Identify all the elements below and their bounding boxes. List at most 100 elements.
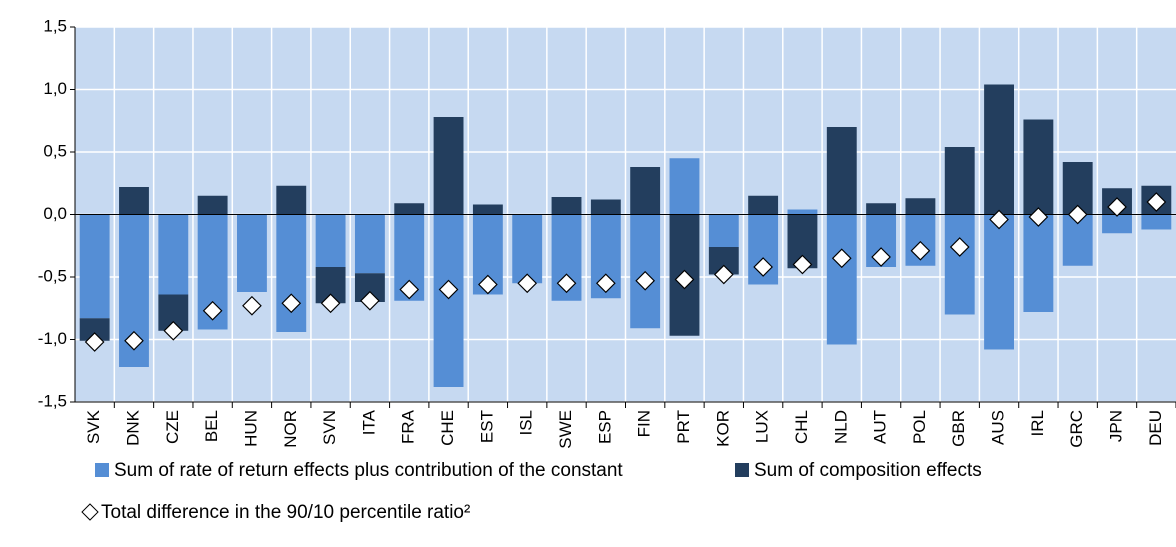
bar: [1102, 214, 1132, 234]
x-tick-label: EST: [477, 410, 496, 443]
bar: [905, 198, 936, 215]
x-tick-label: CHE: [438, 410, 457, 446]
diamond-marker: [792, 254, 813, 275]
bar: [1141, 214, 1172, 230]
bar: [472, 204, 503, 215]
diamond-marker: [1107, 197, 1127, 217]
x-tick-label: SVK: [84, 409, 103, 444]
bar: [119, 187, 149, 215]
diamond-marker: [556, 273, 577, 294]
x-tick-label: AUS: [989, 410, 1008, 445]
legend-swatch: [735, 463, 749, 477]
bar: [433, 117, 464, 215]
bar: [944, 214, 975, 315]
x-tick-label: ISL: [517, 410, 536, 436]
x-tick-label: FIN: [635, 410, 654, 437]
bar: [1023, 119, 1054, 215]
diamond-marker: [1146, 192, 1167, 212]
bar: [748, 195, 779, 215]
x-tick-label: GBR: [949, 410, 968, 447]
y-tick-label: 1,0: [43, 79, 67, 98]
bar: [276, 214, 307, 332]
bar: [512, 214, 543, 284]
legend-label: Total difference in the 90/10 percentile…: [101, 502, 470, 523]
bar: [433, 214, 464, 387]
legend-label: Sum of composition effects: [754, 460, 982, 481]
diamond-marker: [360, 290, 380, 311]
diamond-marker: [595, 273, 616, 294]
diamond-marker: [910, 240, 931, 261]
diamond-marker: [1067, 204, 1088, 225]
y-tick-label: -1,0: [38, 329, 67, 348]
diamond-marker: [399, 279, 420, 300]
diamond-marker: [674, 269, 695, 290]
diamond-marker: [517, 273, 538, 294]
x-tick-label: AUT: [871, 410, 890, 444]
y-tick-label: -1,5: [38, 391, 67, 410]
bar: [197, 195, 228, 215]
x-tick-label: JPN: [1107, 410, 1126, 442]
x-tick-label: CZE: [163, 410, 182, 444]
bar: [1023, 214, 1054, 312]
bar: [79, 318, 110, 341]
x-tick-label: CHL: [792, 410, 811, 444]
bar: [354, 214, 385, 274]
y-tick-label: 0,0: [43, 204, 67, 223]
bar: [826, 214, 857, 345]
legend-label: Sum of rate of return effects plus contr…: [114, 460, 623, 481]
bar: [944, 147, 975, 215]
x-tick-label: KOR: [713, 410, 732, 447]
bar: [787, 209, 818, 215]
bar: [984, 214, 1014, 350]
y-tick-label: 1,5: [43, 16, 67, 35]
y-tick-label: 0,5: [43, 141, 67, 160]
diamond-marker: [281, 293, 302, 314]
x-tick-label: ESP: [595, 410, 614, 444]
x-tick-label: IRL: [1028, 410, 1047, 436]
x-tick-label: FRA: [399, 409, 418, 444]
bar: [276, 185, 307, 215]
bar: [708, 214, 739, 247]
diamond-marker: [124, 330, 144, 351]
diamond-marker: [713, 264, 734, 285]
bar: [669, 158, 700, 215]
x-tick-label: LUX: [753, 410, 772, 443]
bar: [984, 84, 1014, 215]
y-tick-label: -0,5: [38, 266, 67, 285]
diamond-marker: [635, 270, 656, 291]
diamond-marker: [949, 237, 970, 257]
x-tick-label: ITA: [359, 409, 378, 435]
bar: [394, 203, 425, 215]
x-tick-label: HUN: [241, 410, 260, 447]
bar: [158, 214, 189, 295]
bar: [590, 199, 621, 215]
x-tick-label: PRT: [674, 410, 693, 444]
diamond-marker: [989, 209, 1009, 230]
x-tick-label: GRC: [1067, 410, 1086, 448]
legend-swatch: [95, 463, 109, 477]
diamond-marker: [871, 247, 891, 267]
x-tick-label: NLD: [831, 410, 850, 444]
x-tick-label: POL: [910, 410, 929, 444]
diamond-marker: [1028, 207, 1049, 227]
diamond-marker: [320, 293, 341, 314]
x-tick-label: DNK: [123, 409, 142, 446]
bar: [551, 197, 582, 215]
diamond-marker: [84, 332, 105, 352]
diamond-marker: [831, 248, 852, 269]
diamond-marker: [753, 257, 773, 277]
diamond-marker: [163, 320, 184, 341]
x-tick-label: DEU: [1146, 410, 1165, 446]
bar: [630, 167, 661, 215]
x-tick-label: SWE: [556, 410, 575, 449]
diamond-marker: [478, 274, 498, 295]
x-tick-label: NOR: [281, 410, 300, 448]
x-tick-label: BEL: [202, 410, 221, 442]
legend-marker: [81, 503, 99, 521]
x-tick-label: SVN: [320, 410, 339, 445]
bar: [866, 203, 897, 215]
bar: [237, 214, 267, 292]
bar: [79, 214, 110, 319]
bar: [315, 214, 346, 267]
